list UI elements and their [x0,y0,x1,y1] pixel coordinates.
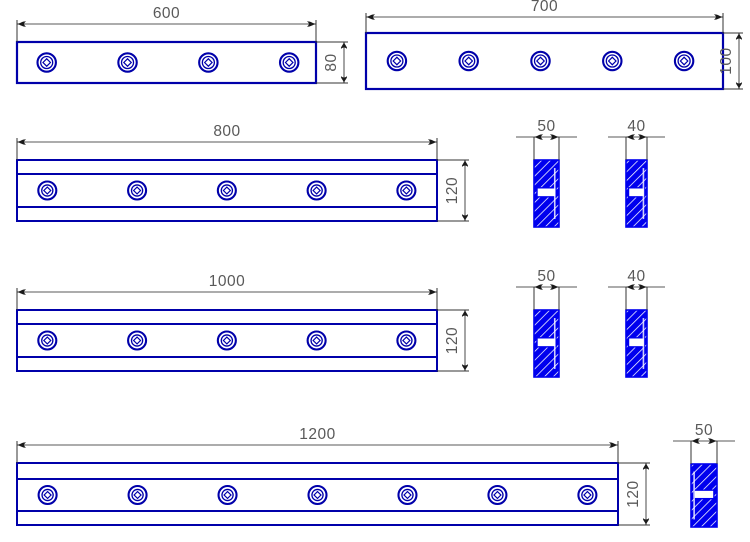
svg-text:600: 600 [153,5,180,22]
svg-text:100: 100 [718,47,735,74]
svg-text:120: 120 [444,177,461,204]
svg-text:1000: 1000 [209,273,245,290]
svg-text:800: 800 [213,123,240,140]
svg-text:40: 40 [627,118,645,135]
svg-text:80: 80 [323,53,340,71]
svg-text:700: 700 [531,0,558,15]
svg-text:40: 40 [627,268,645,285]
svg-text:50: 50 [695,422,713,439]
svg-text:1200: 1200 [299,426,335,443]
svg-text:120: 120 [444,327,461,354]
svg-text:50: 50 [537,118,555,135]
svg-text:50: 50 [537,268,555,285]
svg-text:120: 120 [625,480,642,507]
